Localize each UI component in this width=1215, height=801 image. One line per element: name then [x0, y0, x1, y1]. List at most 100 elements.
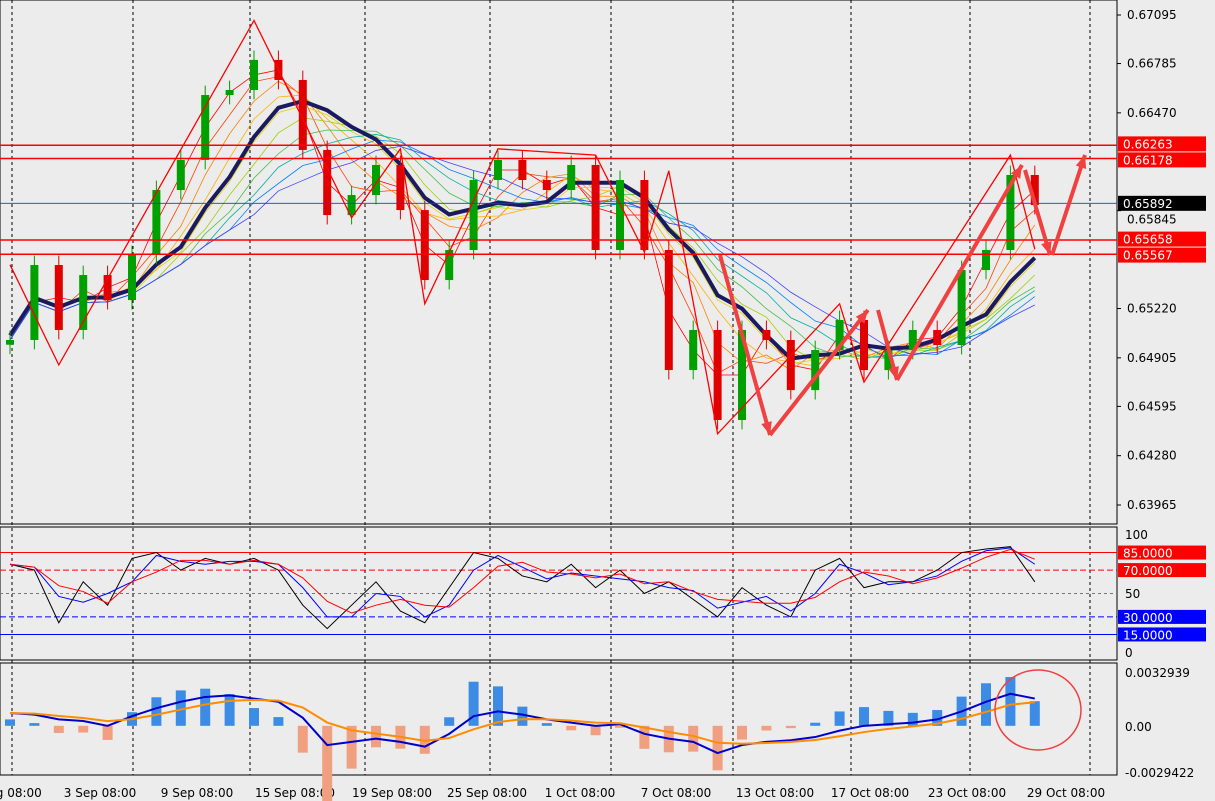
candle — [860, 319, 868, 371]
price-tick-label: 0.65220 — [1127, 302, 1177, 316]
annotation-circle — [994, 669, 1082, 751]
time-tick-label: 25 Sep 08:00 — [447, 786, 527, 800]
oscillator-level-label: 85.0000 — [1123, 547, 1173, 561]
macd-histogram-bar — [468, 681, 479, 726]
price-tag-label: 0.65658 — [1123, 233, 1173, 247]
candle — [664, 249, 673, 371]
oscillator-axis-label: 100 — [1125, 528, 1148, 542]
oscillator-level-tag — [1118, 563, 1206, 578]
candle — [762, 329, 771, 340]
annotation-arrow — [1023, 169, 1052, 256]
oscillator-main-line — [9, 546, 1036, 630]
arrowhead-icon — [761, 421, 772, 435]
oscillator-level-tag — [1118, 627, 1206, 642]
candle — [957, 270, 966, 346]
macd-histogram-bar — [859, 707, 869, 726]
macd-line — [9, 692, 1035, 755]
time-tick-label: 19 Sep 08:00 — [352, 786, 432, 800]
oscillator-level-label: 30.0000 — [1123, 611, 1173, 625]
arrowhead-icon — [855, 310, 868, 324]
candle — [445, 249, 454, 281]
arrowhead-icon — [1041, 241, 1052, 255]
macd-histogram-bar — [151, 697, 162, 726]
macd-histogram-bar — [810, 722, 821, 726]
oscillator-axis-label: 0 — [1125, 646, 1133, 660]
macd-histogram-bar — [1005, 677, 1016, 726]
candle — [933, 329, 942, 346]
macd-histogram-bar — [1029, 701, 1040, 726]
candle — [420, 210, 429, 281]
macd-histogram-bar — [5, 719, 15, 726]
candle — [152, 190, 161, 255]
time-tick-label: 15 Sep 08:00 — [255, 786, 335, 800]
macd-axis-label: -0.0029422 — [1125, 766, 1194, 780]
macd-histogram-bar — [53, 725, 64, 734]
candle — [982, 249, 990, 271]
candle — [347, 195, 356, 216]
candle — [908, 329, 917, 351]
macd-histogram-bar — [444, 717, 455, 726]
macd-histogram-bar — [688, 725, 699, 752]
time-tick-label: ug 08:00 — [0, 786, 42, 800]
candle — [79, 275, 88, 330]
price-tag — [1118, 152, 1206, 168]
candle — [884, 350, 893, 371]
price-tick-label: 0.64905 — [1127, 351, 1177, 365]
oscillator-slow-line — [9, 548, 1035, 614]
candle — [542, 180, 551, 191]
candle — [494, 159, 502, 181]
annotation-arrow — [1050, 154, 1087, 256]
price-tag — [1118, 195, 1206, 211]
macd-histogram-bar — [590, 725, 601, 736]
macd-histogram-bar — [249, 708, 259, 726]
candle — [713, 329, 722, 420]
macd-histogram-bar — [224, 694, 235, 726]
macd-histogram-bar — [200, 688, 211, 726]
macd-histogram-bar — [29, 723, 40, 726]
candle — [225, 89, 234, 95]
price-tick-label: 0.65845 — [1127, 212, 1177, 226]
macd-histogram-bar — [566, 725, 577, 731]
candle — [103, 275, 112, 301]
arrowhead-icon — [888, 366, 899, 380]
macd-histogram-bar — [834, 711, 845, 726]
macd-histogram-bar — [346, 725, 357, 769]
macd-histogram-bar — [615, 725, 625, 728]
candle — [396, 164, 405, 211]
price-tag — [1118, 231, 1206, 247]
macd-histogram-bar — [737, 725, 747, 740]
zigzag-line — [9, 19, 1036, 436]
candle — [835, 319, 844, 351]
macd-signal-line — [9, 698, 1035, 745]
price-tag-label: 0.66178 — [1123, 153, 1173, 167]
candle — [298, 79, 307, 150]
macd-histogram-bar — [78, 725, 89, 733]
arrowhead-icon — [1075, 155, 1087, 169]
candle — [811, 350, 820, 391]
price-tick-label: 0.64280 — [1127, 449, 1177, 463]
macd-histogram-bar — [639, 725, 650, 749]
macd-histogram-bar — [517, 706, 528, 726]
macd-histogram-bar — [932, 710, 943, 726]
macd-histogram-bar — [297, 725, 308, 753]
time-tick-label: 9 Sep 08:00 — [161, 786, 233, 800]
price-tick-label: 0.66785 — [1127, 57, 1177, 71]
oscillator-axis-label: 50 — [1125, 587, 1140, 601]
oscillator-level-tag — [1118, 609, 1206, 624]
macd-histogram-bar — [907, 712, 918, 726]
candle — [1030, 174, 1039, 206]
candle — [372, 164, 380, 196]
macd-histogram-bar — [322, 725, 333, 801]
time-tick-label: 1 Oct 08:00 — [545, 786, 616, 800]
candle — [176, 159, 185, 191]
candle — [616, 180, 624, 250]
price-tick-label: 0.66470 — [1127, 106, 1177, 120]
price-tag — [1118, 247, 1206, 263]
macd-histogram-bar — [981, 683, 991, 726]
time-tick-label: 17 Oct 08:00 — [831, 786, 909, 800]
macd-histogram-bar — [761, 725, 772, 731]
macd-axis-label: 0.0032939 — [1125, 666, 1190, 680]
candle — [469, 180, 478, 250]
oscillator-level-label: 15.0000 — [1123, 628, 1173, 642]
